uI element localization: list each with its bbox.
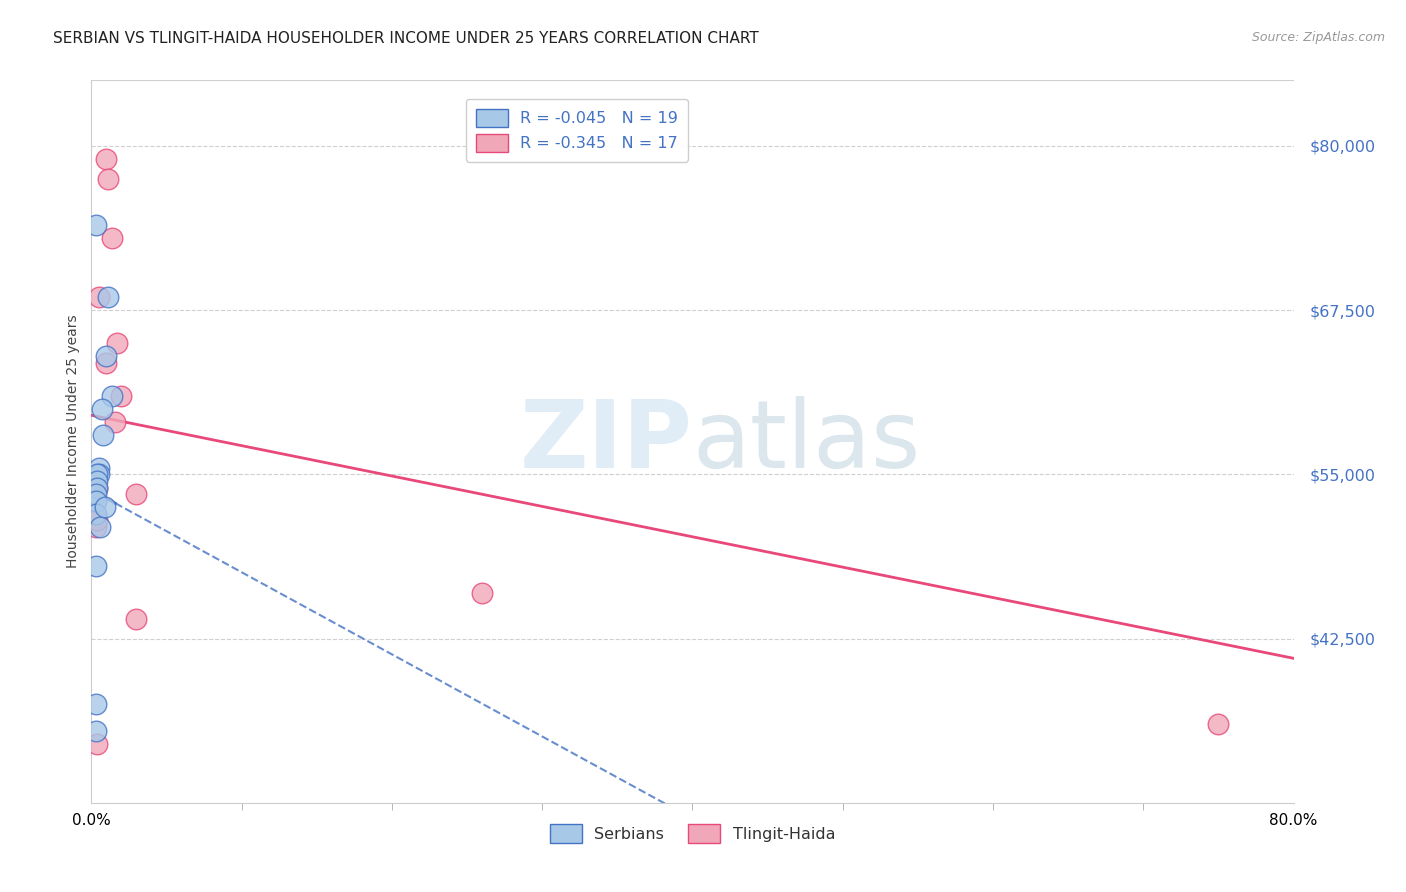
Point xyxy=(104,415,127,429)
Point xyxy=(110,388,132,402)
Point xyxy=(471,585,494,599)
Point xyxy=(86,467,108,482)
Point xyxy=(86,737,108,751)
Point xyxy=(84,698,107,712)
Point xyxy=(97,171,120,186)
Point xyxy=(86,513,108,527)
Point xyxy=(97,290,120,304)
Point xyxy=(84,487,107,501)
Point xyxy=(87,290,110,304)
Point xyxy=(84,507,107,521)
Point xyxy=(86,481,108,495)
Point xyxy=(101,388,124,402)
Point xyxy=(87,467,110,482)
Point xyxy=(84,559,107,574)
Point xyxy=(96,356,118,370)
Text: atlas: atlas xyxy=(692,395,921,488)
Point xyxy=(84,723,107,738)
Point xyxy=(86,474,108,488)
Point xyxy=(94,500,117,515)
Text: ZIP: ZIP xyxy=(520,395,692,488)
Point xyxy=(96,152,118,166)
Point xyxy=(125,612,148,626)
Point xyxy=(93,428,115,442)
Point xyxy=(87,460,110,475)
Y-axis label: Householder Income Under 25 years: Householder Income Under 25 years xyxy=(66,315,80,568)
Point xyxy=(84,493,107,508)
Point xyxy=(105,336,128,351)
Legend: Serbians, Tlingit-Haida: Serbians, Tlingit-Haida xyxy=(543,818,842,849)
Point xyxy=(1208,717,1230,731)
Point xyxy=(90,401,112,416)
Text: SERBIAN VS TLINGIT-HAIDA HOUSEHOLDER INCOME UNDER 25 YEARS CORRELATION CHART: SERBIAN VS TLINGIT-HAIDA HOUSEHOLDER INC… xyxy=(53,31,759,46)
Point xyxy=(86,481,108,495)
Point xyxy=(84,218,107,232)
Text: Source: ZipAtlas.com: Source: ZipAtlas.com xyxy=(1251,31,1385,45)
Point xyxy=(89,520,111,534)
Point xyxy=(101,231,124,245)
Point xyxy=(84,520,107,534)
Point xyxy=(84,513,107,527)
Point xyxy=(125,487,148,501)
Point xyxy=(96,349,118,363)
